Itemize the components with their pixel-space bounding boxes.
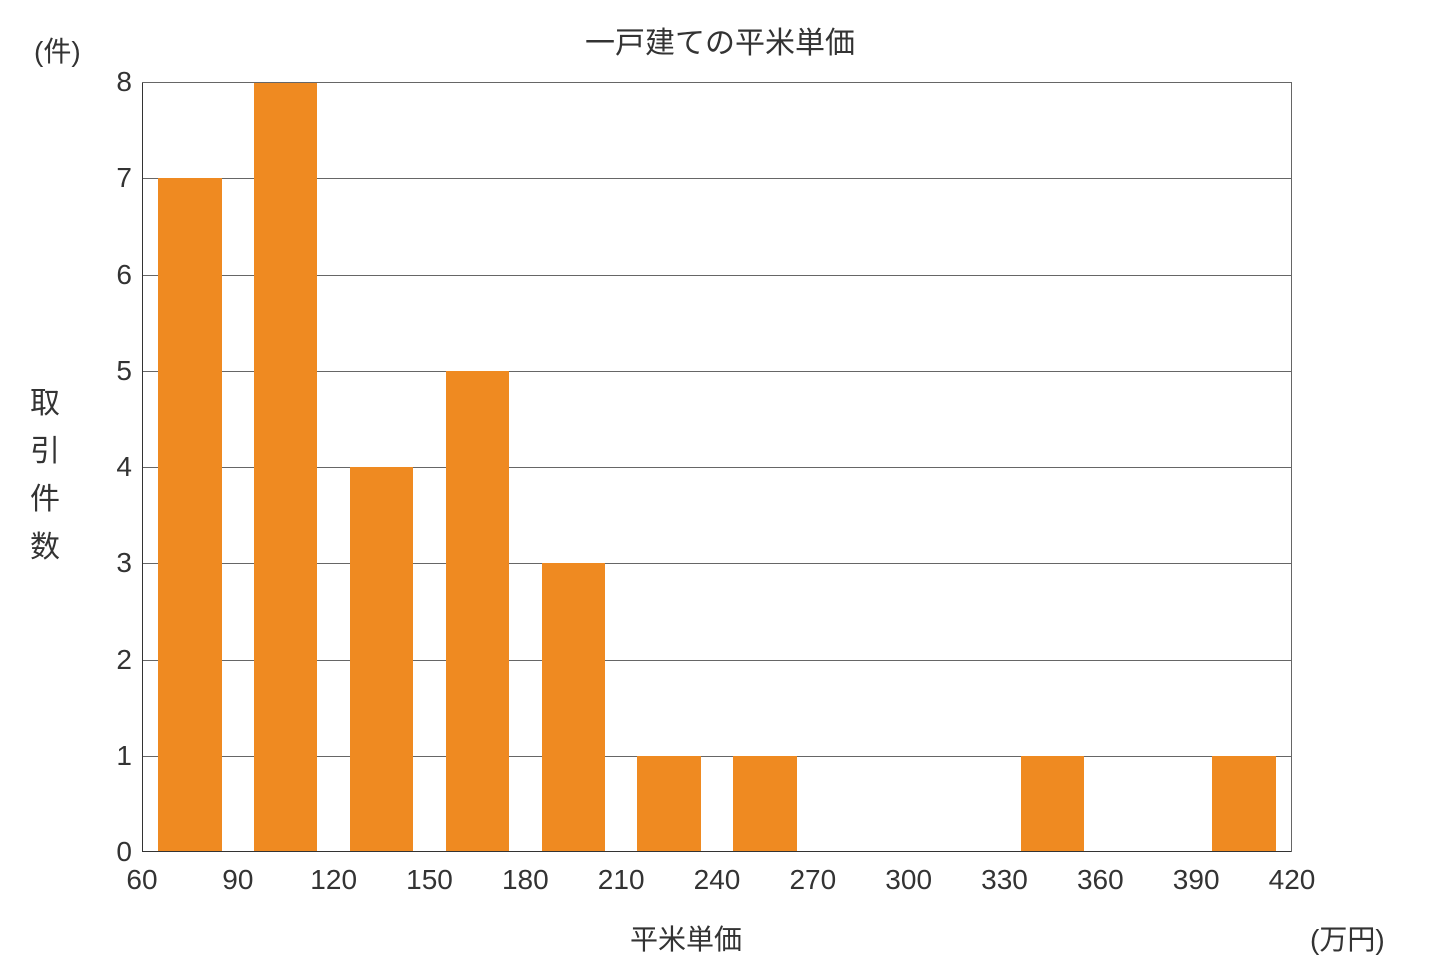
chart-title: 一戸建ての平米単価 [520, 18, 920, 62]
right-axis-line [1291, 82, 1292, 852]
x-tick-label: 390 [1173, 864, 1220, 896]
histogram-bar [350, 467, 413, 852]
histogram-chart: (件) 一戸建ての平米単価 取 引 件 数 平米単価 (万円) 01234567… [0, 0, 1440, 958]
x-tick-label: 180 [502, 864, 549, 896]
ylabel-char: 引 [30, 428, 60, 476]
histogram-bar [637, 756, 700, 852]
y-tick-label: 8 [92, 66, 132, 98]
ylabel-char: 取 [30, 380, 60, 428]
histogram-bar [254, 82, 317, 852]
histogram-bar [158, 178, 221, 852]
x-tick-label: 120 [310, 864, 357, 896]
y-axis-line [142, 82, 143, 852]
x-tick-label: 420 [1269, 864, 1316, 896]
y-tick-label: 1 [92, 740, 132, 772]
plot-area [142, 82, 1292, 852]
x-tick-label: 270 [789, 864, 836, 896]
y-tick-label: 2 [92, 644, 132, 676]
y-tick-label: 4 [92, 451, 132, 483]
y-axis-unit: (件) [34, 30, 81, 70]
x-tick-label: 60 [126, 864, 157, 896]
x-tick-label: 90 [222, 864, 253, 896]
x-tick-label: 150 [406, 864, 453, 896]
x-axis-unit: (万円) [1310, 918, 1385, 958]
y-tick-label: 6 [92, 259, 132, 291]
histogram-bar [733, 756, 796, 852]
histogram-bar [1212, 756, 1275, 852]
x-axis-label: 平米単価 [630, 918, 742, 958]
top-axis-line [142, 82, 1292, 83]
y-tick-label: 7 [92, 162, 132, 194]
ylabel-char: 数 [30, 524, 60, 572]
x-tick-label: 360 [1077, 864, 1124, 896]
x-axis-line [142, 851, 1292, 852]
x-tick-label: 240 [694, 864, 741, 896]
x-tick-label: 210 [598, 864, 645, 896]
histogram-bar [542, 563, 605, 852]
histogram-bar [1021, 756, 1084, 852]
ylabel-char: 件 [30, 476, 60, 524]
x-tick-label: 300 [885, 864, 932, 896]
y-tick-label: 3 [92, 547, 132, 579]
y-axis-label: 取 引 件 数 [30, 380, 60, 572]
histogram-bar [446, 371, 509, 852]
x-tick-label: 330 [981, 864, 1028, 896]
y-tick-label: 5 [92, 355, 132, 387]
